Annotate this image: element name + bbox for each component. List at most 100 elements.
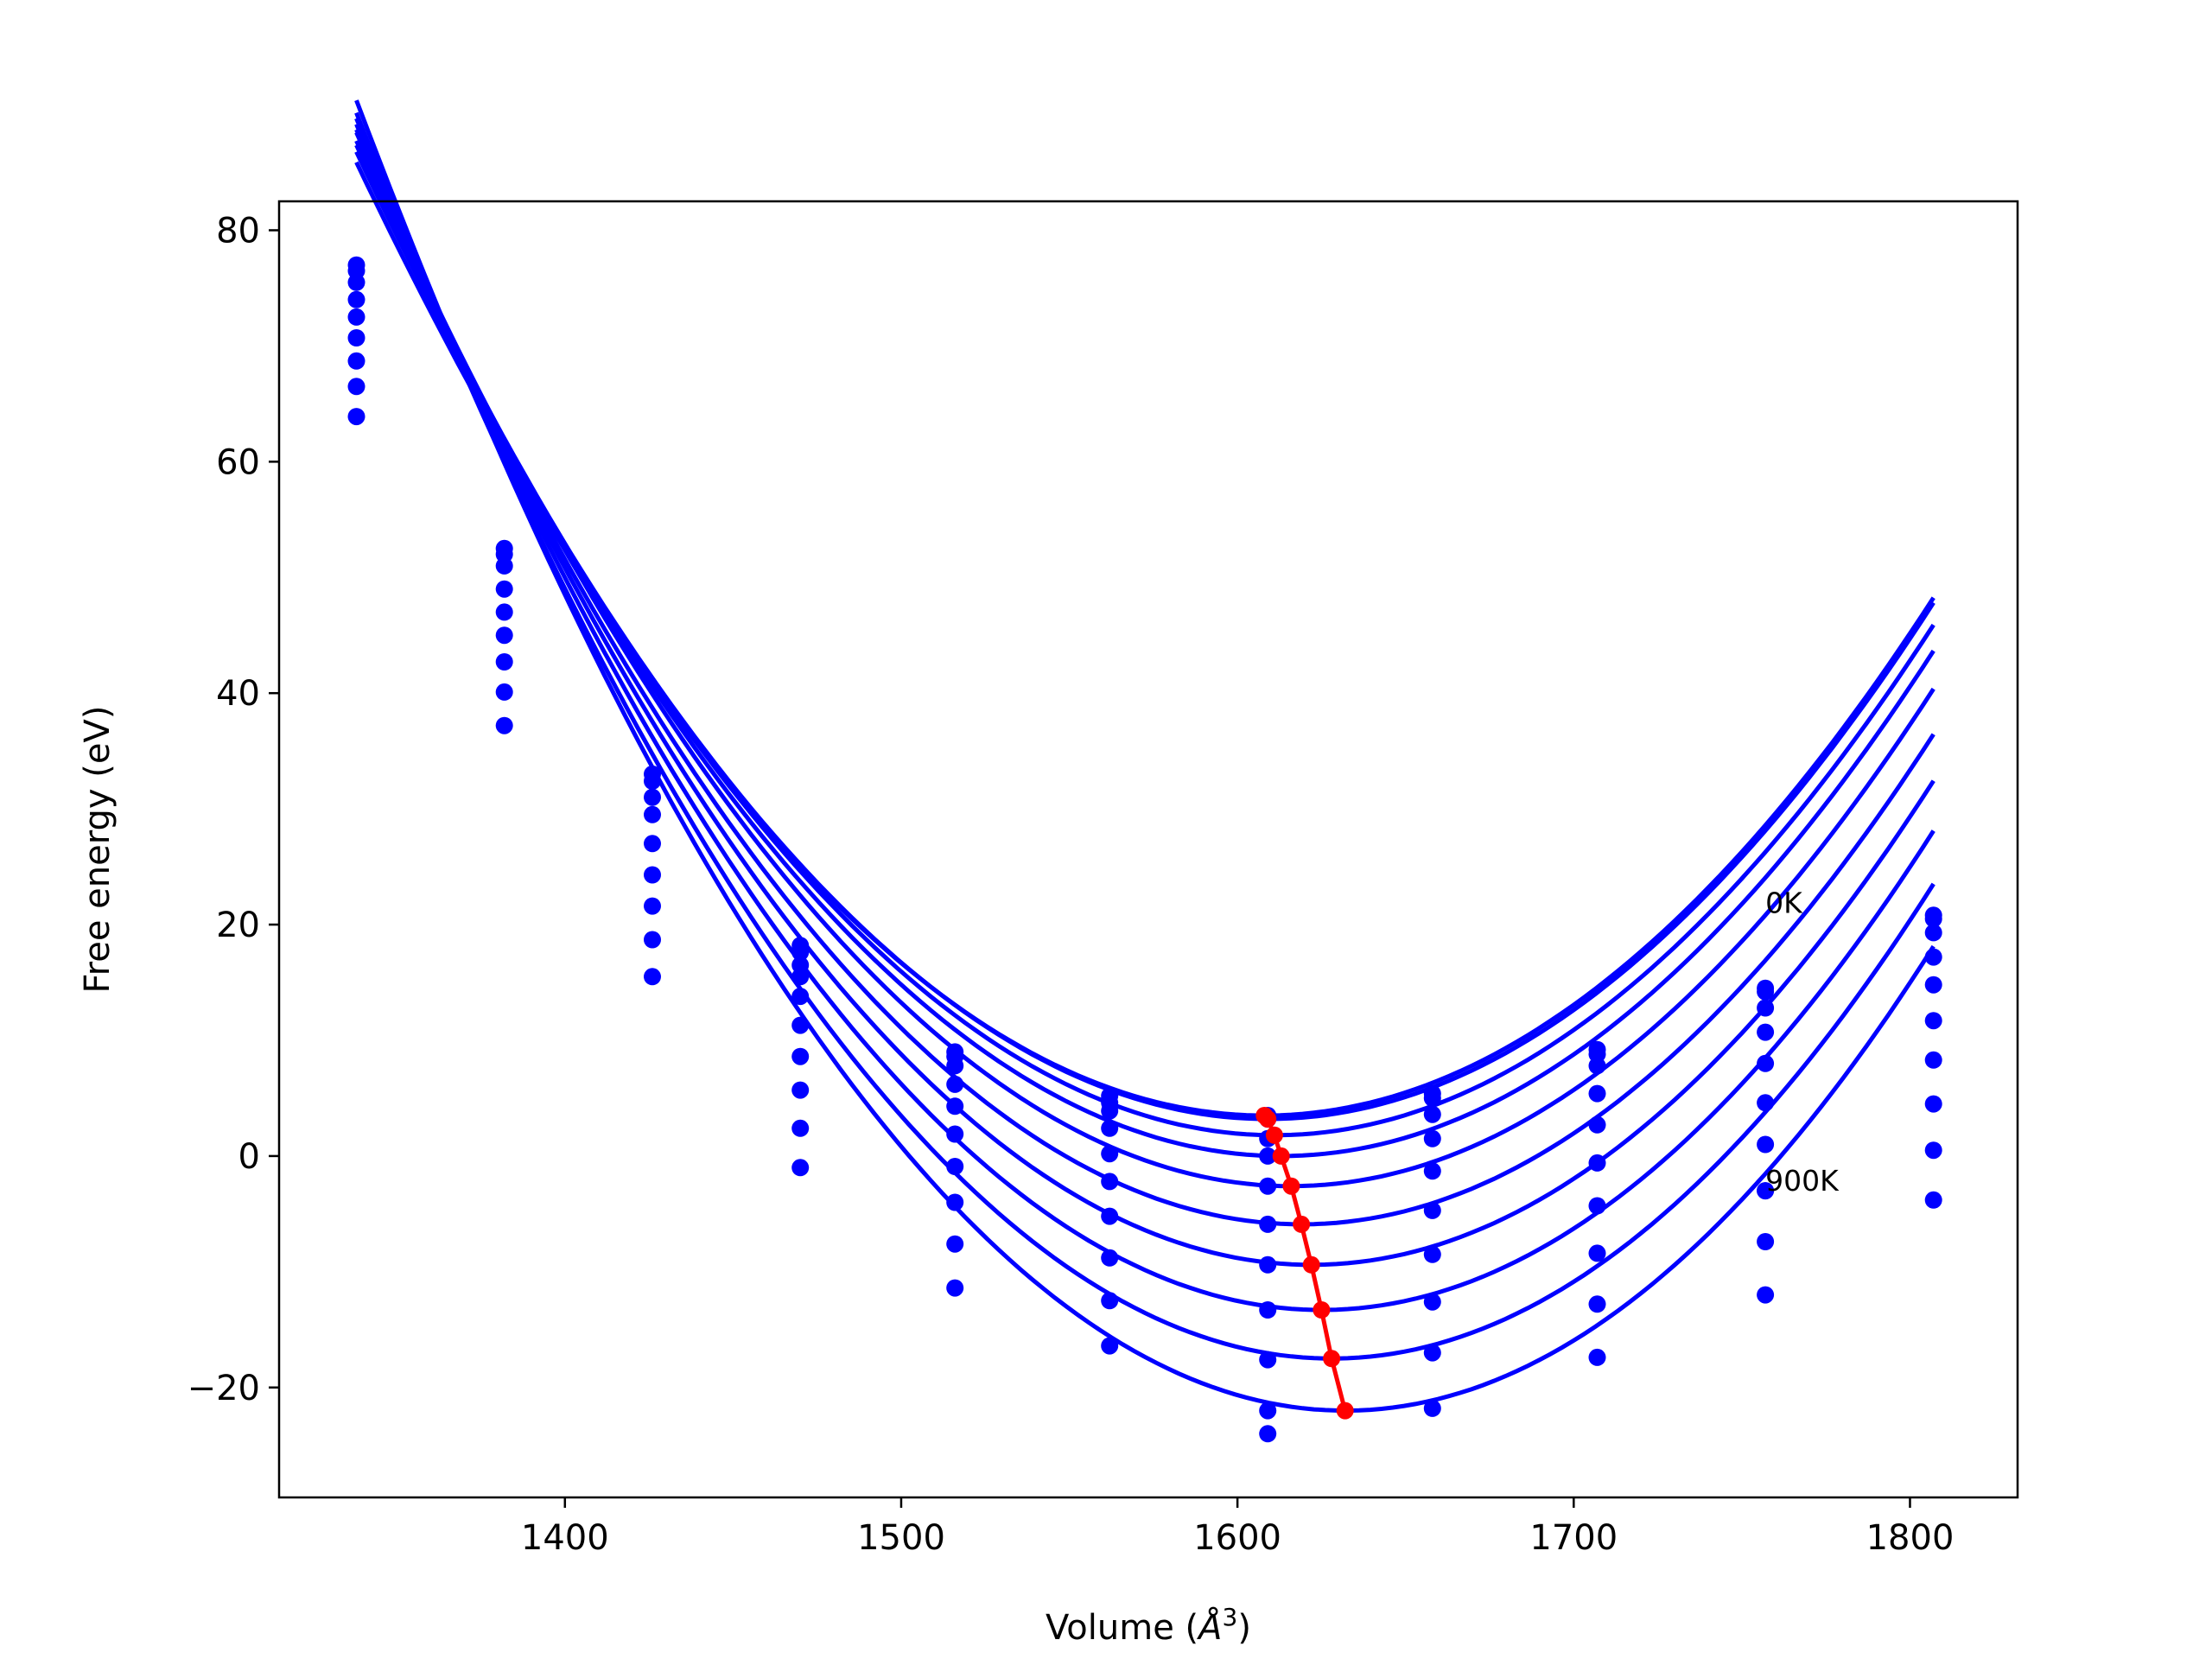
data-point [495, 556, 513, 575]
data-point [347, 408, 365, 426]
data-point [347, 273, 365, 291]
data-point [1423, 1399, 1441, 1417]
data-point [1101, 1145, 1119, 1163]
data-point [1588, 1348, 1606, 1366]
data-point [1588, 1154, 1606, 1172]
data-point [644, 866, 661, 884]
data-point [1423, 1105, 1441, 1123]
data-point [1924, 1051, 1942, 1069]
data-point [1423, 1162, 1441, 1180]
minimum-point [1272, 1147, 1290, 1165]
x-axis-label-unit: Å [1196, 1606, 1222, 1648]
data-point [791, 1119, 810, 1137]
fit-curve-3 [354, 139, 1936, 1159]
data-point [644, 968, 661, 986]
y-tick-label: 60 [216, 442, 260, 482]
annotation-900k: 900K [1765, 1164, 1840, 1198]
data-point [946, 1235, 964, 1253]
data-point [1924, 976, 1942, 994]
data-point [1259, 1402, 1277, 1420]
data-point [495, 603, 513, 621]
x-axis-label: Volume (Å3) [1046, 1603, 1251, 1648]
data-point [1588, 1244, 1606, 1262]
data-point [1924, 1191, 1942, 1209]
data-point [946, 1097, 964, 1116]
data-point [1259, 1351, 1277, 1369]
fit-curve-9 [354, 99, 1936, 1414]
data-point [495, 580, 513, 598]
data-point [946, 1193, 964, 1211]
data-point [1757, 1023, 1775, 1041]
data-point [791, 988, 810, 1006]
data-point [1757, 1094, 1775, 1112]
minimum-point [1259, 1110, 1277, 1128]
data-point [495, 716, 513, 734]
data-point [1757, 982, 1775, 1001]
data-point [1259, 1177, 1277, 1195]
fit-curve-6 [354, 123, 1936, 1268]
data-point [1924, 1141, 1942, 1160]
data-point [347, 329, 365, 346]
y-tick-label: 0 [238, 1137, 260, 1177]
data-point [1423, 1293, 1441, 1311]
data-point [347, 378, 365, 396]
data-point [495, 653, 513, 671]
data-point [1101, 1119, 1119, 1137]
data-point [1423, 1089, 1441, 1107]
data-point [495, 683, 513, 701]
data-point [1101, 1207, 1119, 1225]
data-point [1757, 1054, 1775, 1072]
fit-curve-2 [354, 143, 1936, 1138]
data-point [1259, 1301, 1277, 1319]
data-point [347, 290, 365, 308]
data-point [946, 1279, 964, 1297]
data-point [946, 1125, 964, 1143]
minimum-point [1336, 1402, 1354, 1420]
fit-curve-5 [354, 129, 1936, 1227]
data-point [1924, 1095, 1942, 1113]
x-tick-label: 1600 [1193, 1518, 1281, 1558]
y-tick-label: −20 [188, 1369, 260, 1408]
data-point [1259, 1215, 1277, 1233]
data-point [791, 1047, 810, 1065]
data-point [495, 626, 513, 645]
data-point [1588, 1197, 1606, 1215]
data-point [1423, 1344, 1441, 1362]
minimum-path-line [1262, 1114, 1348, 1412]
minimum-point [1313, 1301, 1331, 1319]
x-tick-label: 1500 [857, 1518, 945, 1558]
data-point [1924, 924, 1942, 942]
data-point [1423, 1201, 1441, 1219]
data-point [1101, 1292, 1119, 1310]
data-point [1924, 1012, 1942, 1030]
minimum-point [1265, 1126, 1283, 1144]
data-point [1101, 1173, 1119, 1191]
data-point [1924, 948, 1942, 966]
x-axis-ticks: 1400 1500 1600 1700 1800 [521, 1497, 1954, 1558]
data-point [791, 1159, 810, 1177]
data-point [1588, 1295, 1606, 1313]
data-point [1757, 1233, 1775, 1250]
data-point [946, 1158, 964, 1175]
data-point [1757, 1135, 1775, 1154]
data-point [644, 931, 661, 949]
data-point [791, 1016, 810, 1034]
data-point [1423, 1245, 1441, 1263]
data-point [644, 897, 661, 915]
data-point [946, 1075, 964, 1093]
data-point [644, 805, 661, 823]
x-tick-label: 1800 [1866, 1518, 1955, 1558]
y-tick-label: 40 [216, 674, 260, 714]
y-axis-ticks: −20 0 20 40 60 80 [188, 212, 279, 1408]
data-point [791, 944, 810, 962]
data-point [644, 788, 661, 806]
x-tick-label: 1700 [1529, 1518, 1618, 1558]
minimum-point [1323, 1350, 1341, 1368]
data-point [1423, 1129, 1441, 1147]
data-point [1588, 1084, 1606, 1103]
data-point [791, 1081, 810, 1099]
y-tick-label: 80 [216, 212, 260, 251]
y-tick-label: 20 [216, 906, 260, 945]
